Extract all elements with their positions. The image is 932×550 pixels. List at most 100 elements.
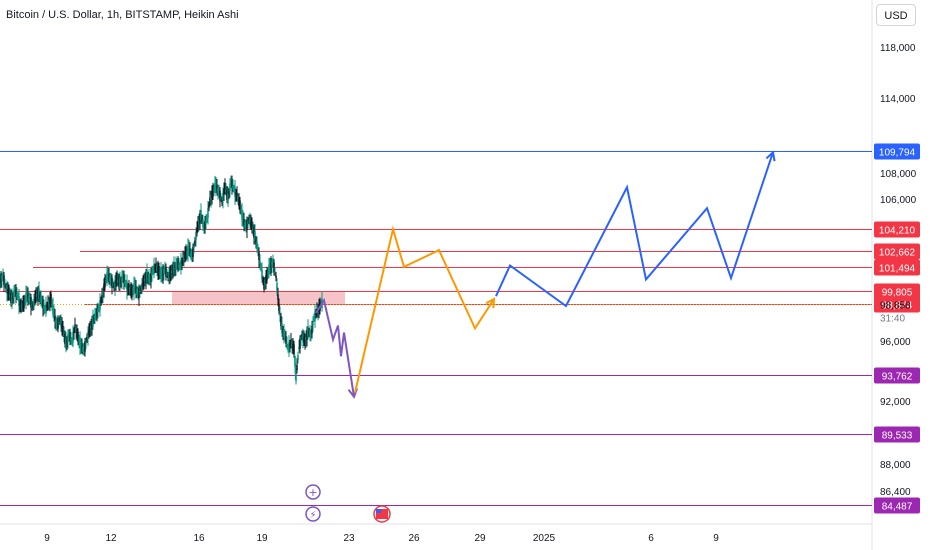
candle-body [96, 308, 98, 317]
candle-body [23, 298, 25, 309]
candle-body [37, 289, 39, 300]
candle-body [163, 269, 165, 275]
candle-body [140, 287, 142, 291]
candle-body [187, 245, 189, 256]
candle-body [201, 218, 203, 221]
candle-body [35, 292, 37, 300]
candle-body [190, 251, 192, 257]
candle-body [250, 221, 252, 227]
candle-body [311, 325, 313, 334]
currency-selector[interactable]: USD [876, 4, 916, 26]
y-tick-label: 118,000 [880, 43, 916, 54]
candle-body [242, 215, 244, 224]
x-tick-label: 12 [105, 533, 117, 544]
candle-body [122, 274, 124, 280]
candle-body [236, 193, 238, 199]
candle-body [312, 322, 314, 326]
candle-body [237, 196, 239, 202]
candle-body [51, 304, 53, 306]
candle-body [253, 227, 255, 238]
candle-body [100, 300, 102, 303]
candle-body [67, 334, 69, 342]
candle-body [255, 239, 257, 243]
candle-body [81, 345, 83, 351]
candle-body [162, 270, 164, 276]
candle-body [206, 219, 208, 221]
candle-body [251, 222, 253, 231]
candle-body [98, 308, 100, 310]
candle-body [76, 329, 78, 338]
candle-body [55, 319, 57, 325]
candle-body [25, 292, 27, 303]
candle-body [268, 264, 270, 275]
candle-body [205, 220, 207, 224]
candle-body [77, 331, 79, 342]
candle-body [230, 179, 232, 185]
candle-body [289, 343, 291, 346]
candle-body [13, 290, 15, 298]
candle-body [279, 313, 281, 316]
candle-body [50, 293, 52, 305]
candle-body [70, 338, 72, 342]
candle-body [82, 346, 84, 352]
candle-body [226, 189, 228, 200]
candle-body [113, 285, 115, 288]
candle-body [193, 246, 195, 248]
candle-body [47, 302, 49, 308]
us-flag-stripes [376, 509, 388, 519]
candle-body [62, 325, 64, 334]
level-label: 101,494 [879, 264, 916, 275]
candle-body [89, 325, 91, 334]
x-tick-label: 29 [474, 533, 486, 544]
candle-body [53, 310, 55, 319]
candle-body [103, 283, 105, 292]
supply-zone [172, 292, 345, 305]
candle-body [16, 294, 18, 297]
candle-body [169, 272, 171, 278]
candle-body [75, 327, 77, 333]
candle-body [95, 311, 97, 317]
candle-body [14, 288, 16, 294]
candle-body [274, 272, 276, 274]
candle-body [78, 340, 80, 342]
x-tick-label: 19 [256, 533, 268, 544]
candle-body [149, 276, 151, 282]
candle-body [30, 297, 32, 308]
candle-body [132, 290, 134, 292]
y-tick-label: 86,400 [880, 487, 911, 498]
candle-body [91, 319, 93, 330]
candle-body [58, 321, 60, 323]
candle-body [270, 262, 272, 269]
candle-body [307, 326, 309, 337]
candle-body [38, 288, 40, 299]
candle-body [247, 222, 249, 224]
candle-body [155, 264, 157, 270]
y-tick-label: 108,000 [880, 169, 917, 180]
x-tick-label: 6 [648, 533, 654, 544]
candle-body [231, 180, 233, 189]
candle-body [6, 285, 8, 294]
candle-body [128, 286, 130, 292]
candle-body [196, 228, 198, 234]
candle-body [19, 302, 21, 306]
candle-body [238, 198, 240, 206]
candle-body [191, 255, 193, 259]
candle-body [135, 286, 137, 292]
candle-body [281, 323, 283, 334]
candle-body [126, 281, 128, 292]
candle-body [116, 275, 118, 284]
candle-body [211, 190, 213, 199]
current-price-label: 98,858 [880, 301, 911, 312]
candle-body [68, 332, 70, 338]
candle-body [301, 334, 303, 337]
candle-body [245, 226, 247, 230]
candle-body [222, 192, 224, 201]
candle-body [209, 197, 211, 203]
candle-body [138, 287, 140, 298]
candle-body [213, 189, 215, 191]
candle-body [186, 251, 188, 253]
level-label: 102,662 [879, 248, 916, 259]
candle-body [29, 299, 31, 302]
y-tick-label: 92,000 [880, 397, 911, 408]
